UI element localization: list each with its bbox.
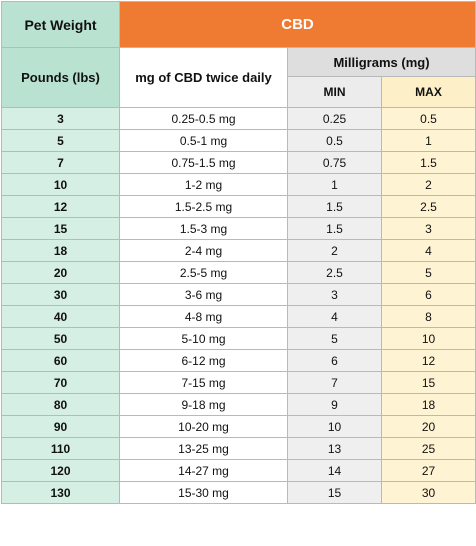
pounds-column-header: Pounds (lbs) [1, 47, 120, 108]
weight-cell: 3 [1, 107, 120, 130]
weight-cell: 130 [1, 481, 120, 504]
max-dose-cell: 2 [380, 173, 476, 196]
weight-cell: 30 [1, 283, 120, 306]
table-row: 12 1.5-2.5 mg 1.5 2.5 [1, 195, 476, 218]
dose-range-cell: 7-15 mg [119, 371, 288, 394]
table-row: 60 6-12 mg 6 12 [1, 349, 476, 372]
dose-range-cell: 2.5-5 mg [119, 261, 288, 284]
max-dose-cell: 8 [380, 305, 476, 328]
weight-cell: 90 [1, 415, 120, 438]
min-dose-cell: 3 [287, 283, 382, 306]
max-dose-cell: 6 [380, 283, 476, 306]
table-row: 110 13-25 mg 13 25 [1, 437, 476, 460]
weight-cell: 10 [1, 173, 120, 196]
min-column-header: MIN [287, 76, 382, 108]
dose-range-cell: 1-2 mg [119, 173, 288, 196]
dose-range-cell: 6-12 mg [119, 349, 288, 372]
min-dose-cell: 0.25 [287, 107, 382, 130]
table-row: 20 2.5-5 mg 2.5 5 [1, 261, 476, 284]
max-dose-cell: 15 [380, 371, 476, 394]
table-row: 30 3-6 mg 3 6 [1, 283, 476, 306]
max-dose-cell: 10 [380, 327, 476, 350]
max-dose-cell: 4 [380, 239, 476, 262]
weight-cell: 18 [1, 239, 120, 262]
max-dose-cell: 1 [380, 129, 476, 152]
weight-cell: 7 [1, 151, 120, 174]
cbd-dosage-table: Pet Weight CBD Pounds (lbs) mg of CBD tw… [1, 1, 476, 504]
weight-cell: 60 [1, 349, 120, 372]
min-dose-cell: 0.5 [287, 129, 382, 152]
min-dose-cell: 6 [287, 349, 382, 372]
mg-twice-daily-column-header: mg of CBD twice daily [119, 47, 288, 108]
min-dose-cell: 10 [287, 415, 382, 438]
weight-cell: 120 [1, 459, 120, 482]
cbd-header: CBD [118, 1, 476, 48]
weight-cell: 5 [1, 129, 120, 152]
milligrams-header: Milligrams (mg) [286, 47, 476, 77]
table-row: 15 1.5-3 mg 1.5 3 [1, 217, 476, 240]
min-dose-cell: 5 [287, 327, 382, 350]
weight-cell: 50 [1, 327, 120, 350]
dose-range-cell: 0.75-1.5 mg [119, 151, 288, 174]
table-row: 90 10-20 mg 10 20 [1, 415, 476, 438]
dose-range-cell: 0.5-1 mg [119, 129, 288, 152]
dose-range-cell: 14-27 mg [119, 459, 288, 482]
max-dose-cell: 18 [380, 393, 476, 416]
max-dose-cell: 3 [380, 217, 476, 240]
max-column-header: MAX [380, 76, 476, 108]
weight-cell: 40 [1, 305, 120, 328]
weight-cell: 12 [1, 195, 120, 218]
pet-weight-header: Pet Weight [1, 1, 120, 48]
table-row: 120 14-27 mg 14 27 [1, 459, 476, 482]
weight-cell: 70 [1, 371, 120, 394]
min-dose-cell: 4 [287, 305, 382, 328]
dose-range-cell: 2-4 mg [119, 239, 288, 262]
min-dose-cell: 0.75 [287, 151, 382, 174]
table-row: 5 0.5-1 mg 0.5 1 [1, 129, 476, 152]
dose-range-cell: 3-6 mg [119, 283, 288, 306]
max-dose-cell: 5 [380, 261, 476, 284]
table-row: 130 15-30 mg 15 30 [1, 481, 476, 504]
max-dose-cell: 27 [380, 459, 476, 482]
max-dose-cell: 1.5 [380, 151, 476, 174]
weight-cell: 15 [1, 217, 120, 240]
max-dose-cell: 0.5 [380, 107, 476, 130]
table-row: 10 1-2 mg 1 2 [1, 173, 476, 196]
table-row: 3 0.25-0.5 mg 0.25 0.5 [1, 107, 476, 130]
weight-cell: 20 [1, 261, 120, 284]
min-dose-cell: 2.5 [287, 261, 382, 284]
dose-range-cell: 0.25-0.5 mg [119, 107, 288, 130]
min-dose-cell: 13 [287, 437, 382, 460]
dosage-rows: 3 0.25-0.5 mg 0.25 0.5 5 0.5-1 mg 0.5 1 7 0.75-1.… [1, 107, 476, 504]
table-row: 80 9-18 mg 9 18 [1, 393, 476, 416]
dose-range-cell: 1.5-3 mg [119, 217, 288, 240]
dose-range-cell: 13-25 mg [119, 437, 288, 460]
max-dose-cell: 25 [380, 437, 476, 460]
min-dose-cell: 9 [287, 393, 382, 416]
max-dose-cell: 12 [380, 349, 476, 372]
min-dose-cell: 1.5 [287, 217, 382, 240]
dose-range-cell: 15-30 mg [119, 481, 288, 504]
min-dose-cell: 7 [287, 371, 382, 394]
max-dose-cell: 2.5 [380, 195, 476, 218]
min-dose-cell: 15 [287, 481, 382, 504]
dose-range-cell: 9-18 mg [119, 393, 288, 416]
min-dose-cell: 2 [287, 239, 382, 262]
dose-range-cell: 10-20 mg [119, 415, 288, 438]
table-row: 50 5-10 mg 5 10 [1, 327, 476, 350]
max-dose-cell: 20 [380, 415, 476, 438]
dose-range-cell: 5-10 mg [119, 327, 288, 350]
table-row: 18 2-4 mg 2 4 [1, 239, 476, 262]
dose-range-cell: 4-8 mg [119, 305, 288, 328]
max-dose-cell: 30 [380, 481, 476, 504]
min-dose-cell: 14 [287, 459, 382, 482]
table-row: 40 4-8 mg 4 8 [1, 305, 476, 328]
weight-cell: 80 [1, 393, 120, 416]
weight-cell: 110 [1, 437, 120, 460]
table-row: 70 7-15 mg 7 15 [1, 371, 476, 394]
table-row: 7 0.75-1.5 mg 0.75 1.5 [1, 151, 476, 174]
dose-range-cell: 1.5-2.5 mg [119, 195, 288, 218]
min-dose-cell: 1 [287, 173, 382, 196]
min-dose-cell: 1.5 [287, 195, 382, 218]
